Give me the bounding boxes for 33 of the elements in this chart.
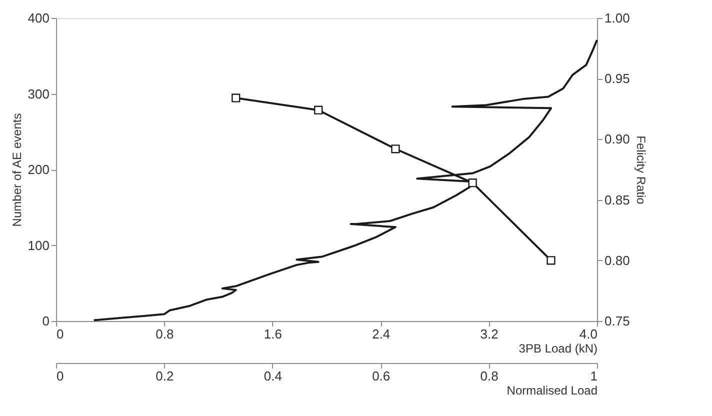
line-series (92, 38, 598, 322)
y-tick-label: 300 (28, 86, 50, 102)
point (546, 256, 556, 265)
y2-tick-label: 0.75 (604, 314, 630, 328)
point (232, 94, 240, 102)
y2-tick-label: 0.90 (604, 132, 630, 147)
x-tick-label: 4.0 (579, 326, 598, 342)
x2-tick-label: 0 (56, 368, 64, 384)
point (391, 144, 400, 154)
y-tick-label: 200 (28, 162, 50, 177)
y-tick-label: 100 (28, 238, 50, 253)
x-tick-label: 2.4 (372, 326, 390, 342)
x2-tick-label: 0.6 (372, 368, 390, 384)
x2-tick-label: 0.4 (264, 368, 282, 384)
y-tick-label: 0 (42, 314, 50, 328)
y2-tick-label: 1.00 (604, 10, 630, 26)
x2-tick-label: 0.8 (480, 368, 498, 384)
y2-axis-title: Felicity Ratio (634, 136, 648, 205)
y2-tick-label: 0.85 (604, 192, 630, 208)
x-tick-label: 3.2 (480, 326, 498, 342)
x-tick-label: 0 (56, 326, 64, 342)
x2-axis-title: Normalised Load (506, 384, 598, 398)
point (468, 178, 477, 188)
x-axis-title: 3PB Load (kN) (518, 342, 598, 356)
x-tick-label: 1.6 (264, 326, 282, 342)
y2-tick-label: 0.95 (604, 71, 630, 86)
y2-tick-label: 0.80 (604, 252, 630, 268)
x2-tick-label: 1 (590, 368, 598, 384)
x2-tick-label: 0.2 (156, 368, 174, 384)
y-axis-title: Number of AE events (10, 113, 24, 227)
y-tick-label: 400 (28, 10, 50, 26)
x-tick-label: 0.8 (156, 326, 174, 342)
point (314, 106, 323, 114)
